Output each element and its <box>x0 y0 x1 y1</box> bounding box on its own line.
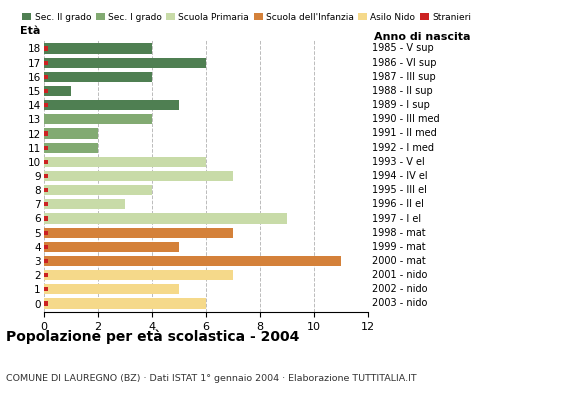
Text: 2003 - nido: 2003 - nido <box>372 298 427 308</box>
Text: 1989 - I sup: 1989 - I sup <box>372 100 430 110</box>
Text: 1994 - IV el: 1994 - IV el <box>372 171 428 181</box>
Bar <box>44 228 233 238</box>
Text: 1996 - II el: 1996 - II el <box>372 199 424 209</box>
Bar <box>44 185 152 195</box>
Text: Anno di nascita: Anno di nascita <box>374 32 470 42</box>
Bar <box>44 60 48 65</box>
Bar <box>44 174 48 178</box>
Text: 2002 - nido: 2002 - nido <box>372 284 428 294</box>
Bar <box>44 86 71 96</box>
Text: 1998 - mat: 1998 - mat <box>372 228 426 238</box>
Bar <box>44 114 152 124</box>
Text: 1999 - mat: 1999 - mat <box>372 242 426 252</box>
Bar <box>44 188 48 192</box>
Bar <box>44 301 48 306</box>
Bar <box>44 259 48 263</box>
Legend: Sec. II grado, Sec. I grado, Scuola Primaria, Scuola dell'Infanzia, Asilo Nido, : Sec. II grado, Sec. I grado, Scuola Prim… <box>19 9 474 25</box>
Bar <box>44 160 48 164</box>
Bar <box>44 245 48 249</box>
Text: 1985 - V sup: 1985 - V sup <box>372 44 434 54</box>
Text: 1991 - II med: 1991 - II med <box>372 128 437 138</box>
Text: 1997 - I el: 1997 - I el <box>372 214 422 224</box>
Bar <box>44 157 206 167</box>
Bar <box>44 89 48 93</box>
Bar <box>44 230 48 235</box>
Text: COMUNE DI LAUREGNO (BZ) · Dati ISTAT 1° gennaio 2004 · Elaborazione TUTTITALIA.I: COMUNE DI LAUREGNO (BZ) · Dati ISTAT 1° … <box>6 374 416 383</box>
Bar <box>44 146 48 150</box>
Text: 1987 - III sup: 1987 - III sup <box>372 72 436 82</box>
Bar <box>44 131 48 136</box>
Text: Popolazione per età scolastica - 2004: Popolazione per età scolastica - 2004 <box>6 330 299 344</box>
Bar <box>44 58 206 68</box>
Bar <box>44 287 48 292</box>
Bar <box>44 270 233 280</box>
Text: 1990 - III med: 1990 - III med <box>372 114 440 124</box>
Bar <box>44 46 48 51</box>
Bar <box>44 216 48 221</box>
Bar <box>44 72 152 82</box>
Bar <box>44 202 48 206</box>
Bar <box>44 199 125 210</box>
Text: Età: Età <box>20 26 40 36</box>
Bar <box>44 75 48 79</box>
Bar <box>44 44 152 54</box>
Bar <box>44 142 97 153</box>
Bar <box>44 171 233 181</box>
Bar <box>44 284 179 294</box>
Text: 2001 - nido: 2001 - nido <box>372 270 427 280</box>
Text: 1988 - II sup: 1988 - II sup <box>372 86 433 96</box>
Bar <box>44 273 48 277</box>
Text: 2000 - mat: 2000 - mat <box>372 256 426 266</box>
Text: 1995 - III el: 1995 - III el <box>372 185 427 195</box>
Bar <box>44 128 97 139</box>
Bar <box>44 298 206 309</box>
Text: 1992 - I med: 1992 - I med <box>372 143 434 153</box>
Bar <box>44 214 287 224</box>
Bar <box>44 242 179 252</box>
Bar <box>44 103 48 107</box>
Bar <box>44 100 179 110</box>
Text: 1993 - V el: 1993 - V el <box>372 157 425 167</box>
Text: 1986 - VI sup: 1986 - VI sup <box>372 58 437 68</box>
Bar <box>44 256 341 266</box>
